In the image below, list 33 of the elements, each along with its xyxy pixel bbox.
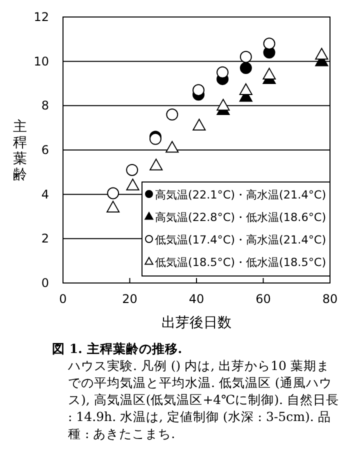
point	[150, 158, 163, 170]
y-axis-title: 主稈葉齢	[13, 119, 27, 183]
y-tick-label: 12	[34, 10, 49, 24]
point	[192, 84, 205, 96]
point	[107, 187, 120, 200]
point	[240, 62, 252, 74]
legend-label: 低気温(18.5°C)・低水温(18.5°C)	[155, 256, 326, 269]
point	[216, 98, 230, 111]
point	[216, 66, 229, 78]
y-tick-label: 8	[41, 98, 49, 113]
y-tick-label: 2	[41, 232, 49, 246]
x-axis-title: 出芽後日数	[162, 315, 232, 331]
point	[315, 48, 328, 60]
x-tick-label: 0	[59, 292, 67, 306]
y-tick-label: 4	[41, 187, 49, 202]
point	[166, 140, 179, 153]
text: 図 1. 主稈葉齢の推移.	[52, 340, 184, 357]
point	[126, 178, 140, 190]
x-tick-label: 60	[256, 292, 271, 306]
y-tick-label: 0	[41, 276, 49, 290]
legend-label: 高気温(22.1°C)・高水温(21.4°C)	[155, 188, 326, 202]
point	[192, 118, 206, 131]
point	[106, 200, 120, 213]
legend-label: 高気温(22.8°C)・低水温(18.6°C)	[155, 211, 326, 224]
point	[262, 68, 276, 80]
text: ハウス実験. 凡例 () 内は, 出芽から10 葉期までの平均気温と平均水温. 低気温区 (通風ハウス), 高気温区(低気温区+4℃に制御). 自然日長 : 14.9h. 水温は, 定値制御 (水深 : 3-5cm). 品種 : あきたこまち.	[67, 357, 340, 442]
point	[239, 83, 252, 96]
x-tick-label: 80	[322, 292, 338, 306]
x-tick-label: 40	[188, 292, 204, 306]
x-tick-label: 20	[122, 292, 138, 306]
y-tick-label: 6	[41, 143, 49, 157]
y-tick-label: 10	[34, 54, 49, 68]
legend-label: 低気温(17.4°C)・高水温(21.4°C)	[155, 234, 326, 246]
